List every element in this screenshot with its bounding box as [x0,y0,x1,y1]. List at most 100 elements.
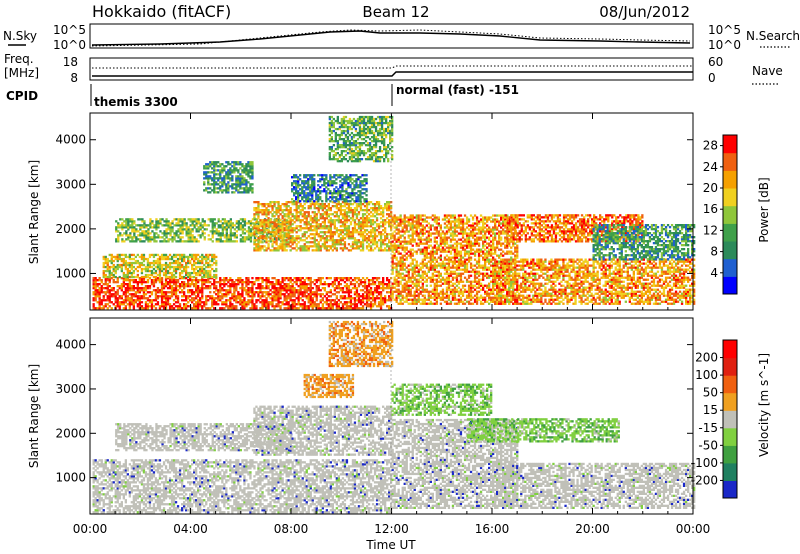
power-cell [109,260,111,262]
power-cell [318,289,320,291]
power-cell [255,249,257,251]
power-cell [250,232,252,234]
power-cell [345,192,347,194]
power-cell [354,243,356,245]
power-cell [290,201,292,203]
power-cell [342,277,344,279]
power-cell [386,291,388,293]
power-cell [334,221,336,223]
power-cell [306,287,308,289]
power-cell [179,285,181,287]
power-cell [364,235,366,237]
power-cell [352,229,354,231]
power-cell [363,142,365,144]
power-cell [340,297,342,299]
power-cell [296,205,298,207]
power-cell [219,291,221,293]
power-cell [265,279,267,281]
power-cell [151,307,153,309]
power-cell [307,174,309,176]
power-cell [345,196,347,198]
power-cell [356,247,358,249]
power-cell [357,122,359,124]
power-cell [292,307,294,309]
power-cell [223,167,225,169]
power-cell [221,303,223,305]
power-cell [190,228,192,230]
power-cell [125,226,127,228]
power-cell [304,295,306,297]
power-cell [196,238,198,240]
power-cell [345,140,347,142]
power-cell [171,262,173,264]
power-cell [239,277,241,279]
power-cell [341,196,343,198]
power-cell [302,305,304,307]
power-cell [372,215,374,217]
power-cell [315,190,317,192]
power-cell [141,264,143,266]
power-cell [251,303,253,305]
power-cell [344,243,346,245]
power-cell [367,142,369,144]
power-cell [375,156,377,158]
power-cell [306,283,308,285]
power-cell [265,281,267,283]
power-cell [251,165,253,167]
power-cell [133,254,135,256]
power-cell [188,238,190,240]
power-cell [201,307,203,309]
power-cell [173,293,175,295]
power-cell [324,207,326,209]
power-cell [223,281,225,283]
power-cell [392,285,394,287]
power-cell [396,224,398,226]
power-cell [173,236,175,238]
power-cell [129,264,131,266]
power-cell [103,283,105,285]
power-cell [362,203,364,205]
power-cell [316,279,318,281]
power-cell [307,178,309,180]
power-cell [145,258,147,260]
power-cell [366,241,368,243]
power-cell [336,213,338,215]
power-cell [127,289,129,291]
power-cell [282,281,284,283]
power-cell [219,295,221,297]
power-cell [350,231,352,233]
power-cell [277,295,279,297]
power-cell [333,174,335,176]
power-cell [316,233,318,235]
power-cell [358,225,360,227]
power-cell [137,218,139,220]
power-cell [347,200,349,202]
power-cell [370,245,372,247]
power-cell [338,221,340,223]
power-cell [205,299,207,301]
power-cell [396,218,398,220]
power-cell [171,295,173,297]
power-cell [199,274,201,276]
power-cell [326,227,328,229]
power-cell [169,234,171,236]
power-cell [143,264,145,266]
power-cell [316,239,318,241]
power-cell [159,262,161,264]
power-cell [341,118,343,120]
power-cell [308,283,310,285]
power-cell [307,196,309,198]
power-cell [371,120,373,122]
power-cell [391,154,393,156]
power-cell [333,122,335,124]
power-cell [307,186,309,188]
power-cell [374,287,376,289]
power-cell [341,134,343,136]
power-cell [183,258,185,260]
power-cell [236,220,238,222]
power-cell [215,297,217,299]
power-cell [93,307,95,309]
power-cell [163,274,165,276]
power-cell [161,236,163,238]
power-cell [391,158,393,160]
